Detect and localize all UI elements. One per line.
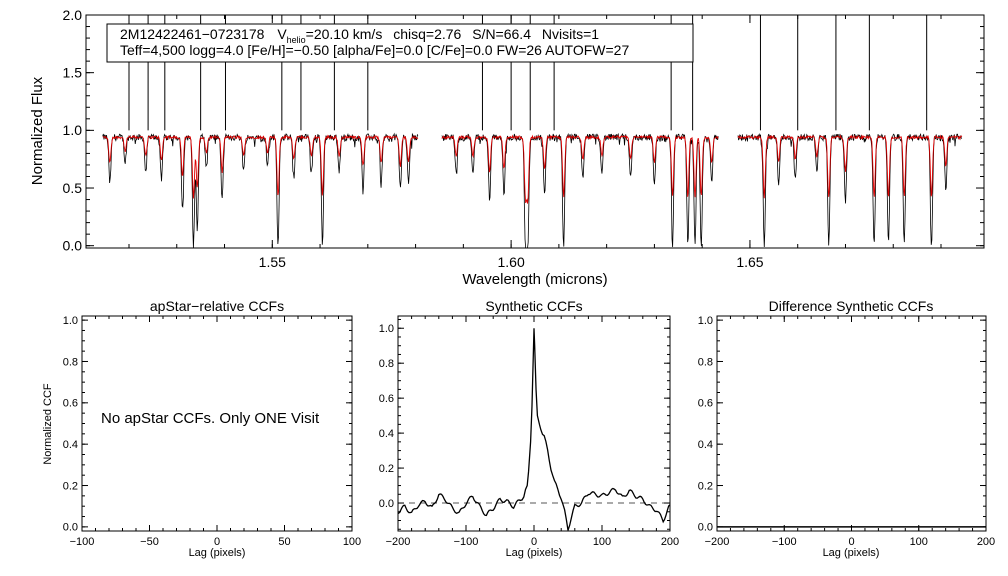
legend-v-value: =20.10 km/s [306,26,383,42]
x-tick-label: 0 [848,536,854,548]
y-tick-label: 0.4 [379,428,394,440]
x-tick-label: −200 [705,536,730,548]
x-tick-label: 200 [977,536,995,548]
legend-nvisits: Nvisits=1 [542,26,599,42]
ccf-panel-apstar-title: apStar−relative CCFs [150,298,284,314]
model-spectrum-line [102,134,419,199]
y-tick-label: 0.8 [63,356,78,368]
x-tick-label: −100 [70,536,95,548]
model-spectrum-line [441,134,719,204]
x-tick-label: 1.55 [259,254,286,270]
y-tick-label: 2.0 [63,7,83,23]
y-tick-label: 1.0 [63,122,83,138]
ccf-panel-apstar: apStar−relative CCFs −100 −50 0 50 100 0.0 0.2… [42,298,361,559]
legend-v-subscript: helio [287,35,306,45]
ccf-panel-difference-frame [716,315,987,532]
y-tick-label: 0.2 [63,480,78,492]
spectrum-axes-frame [85,14,985,249]
ccf-panel-apstar-annotation: No apStar CCFs. Only ONE Visit [101,410,320,427]
x-tick-label: 200 [661,536,679,548]
spectrum-axes: 1.55 1.60 1.65 0.0 0.5 1.0 1.5 2.0 [63,7,984,270]
legend-star-id: 2M12422461−0723178 [120,26,265,42]
legend-box-frame [106,23,694,63]
x-tick-label: 100 [593,536,611,548]
legend-line-1: 2M12422461−0723178 Vhelio=20.10 km/s chi… [120,26,599,45]
y-tick-label: 0.8 [698,356,713,368]
x-tick-label: 1.60 [497,254,524,270]
y-tick-label: 0.6 [379,393,394,405]
ccf-panel-difference-title: Difference Synthetic CCFs [769,298,934,314]
x-tick-label: 0 [214,536,220,548]
y-tick-label: 0.8 [379,358,394,370]
ccf-panel-difference-xlabel: Lag (pixels) [823,547,880,559]
spectrum-xlabel: Wavelength (microns) [462,271,607,288]
y-tick-label: 0.2 [379,463,394,475]
ccf-panel-synthetic-title: Synthetic CCFs [485,298,582,314]
x-tick-label: −100 [454,536,479,548]
ccf-panel-difference: Difference Synthetic CCFs −200 −100 0 100 20… [698,298,995,559]
synthetic-ccf-line [397,328,671,531]
legend-chisq: chisq=2.76 [393,26,461,42]
ccf-panel-synthetic-axes: −200 −100 0 100 200 0.0 0.2 0.4 0.6 0.8 1.0 [379,316,679,548]
ccf-panel-apstar-xlabel: Lag (pixels) [189,547,246,559]
y-tick-label: 1.0 [379,323,394,335]
x-tick-label: 100 [343,536,361,548]
spectrum-legend-box: 2M12422461−0723178 Vhelio=20.10 km/s chi… [106,23,694,63]
y-tick-label: 0.5 [63,180,83,196]
ccf-panel-apstar-ylabel: Normalized CCF [42,383,54,465]
y-tick-label: 0.0 [63,522,78,534]
x-tick-label: −50 [140,536,159,548]
x-tick-label: 1.65 [736,254,763,270]
x-tick-label: 0 [531,536,537,548]
model-spectrum-line [737,134,963,199]
ccf-panel-synthetic: Synthetic CCFs −200 −100 0 100 200 0.0 0.2 0.4 0… [379,298,679,559]
observed-spectrum-line [441,132,719,249]
y-tick-label: 0.4 [698,439,713,451]
y-tick-label: 0.0 [63,238,83,254]
ccf-panel-difference-axes: −200 −100 0 100 200 0.0 0.2 0.4 0.6 0.8 1.0 [698,315,995,548]
legend-snr: S/N=66.4 [472,26,531,42]
observed-spectrum-line [102,132,419,249]
y-tick-label: 1.0 [698,315,713,327]
spectrum-panel: 1.55 1.60 1.65 0.0 0.5 1.0 1.5 2.0 2M12422461−0… [29,7,985,288]
x-tick-label: −200 [386,536,411,548]
observed-spectrum-line [737,132,963,248]
y-tick-label: 0.4 [63,439,78,451]
y-tick-label: 0.6 [63,398,78,410]
spectrum-ylabel: Normalized Flux [29,76,46,185]
legend-v-label: V [277,26,287,42]
y-tick-label: 0.2 [698,480,713,492]
x-tick-label: 50 [278,536,290,548]
legend-line-2: Teff=4,500 logg=4.0 [Fe/H]=−0.50 [alpha/… [120,42,629,58]
y-tick-label: 1.0 [63,315,78,327]
x-tick-label: −100 [772,536,797,548]
y-tick-label: 1.5 [63,65,83,81]
x-tick-label: 100 [910,536,928,548]
ccf-panel-apstar-axes: −100 −50 0 50 100 0.0 0.2 0.4 0.6 0.8 1.0 [63,315,361,548]
ccf-panel-synthetic-data [397,328,671,531]
ccf-panel-synthetic-xlabel: Lag (pixels) [506,547,563,559]
y-tick-label: 0.0 [379,498,394,510]
y-tick-label: 0.6 [698,398,713,410]
y-tick-label: 0.0 [698,522,713,534]
